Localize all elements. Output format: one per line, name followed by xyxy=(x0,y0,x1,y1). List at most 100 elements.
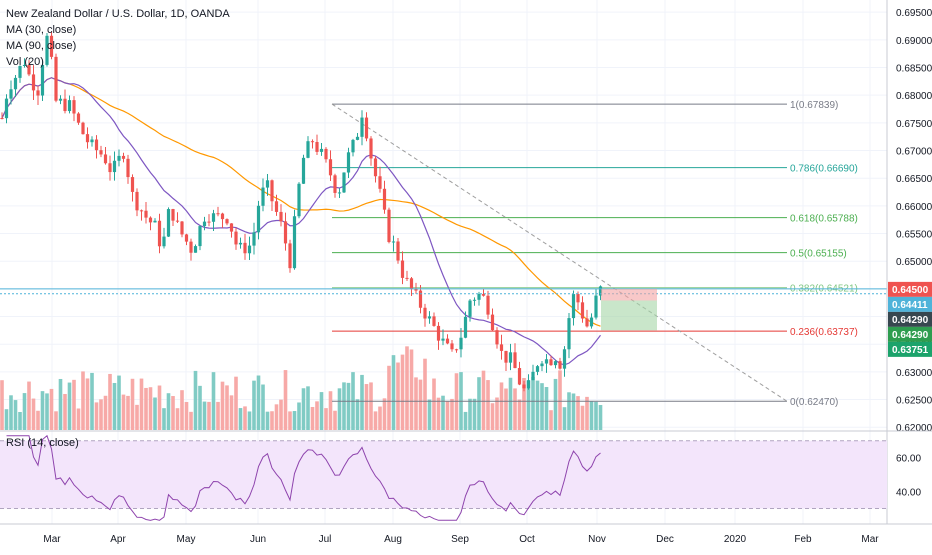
volume-bar xyxy=(589,401,594,430)
volume-bar xyxy=(373,411,378,430)
candle-body xyxy=(310,141,315,143)
candle-body xyxy=(45,35,49,65)
candle-body xyxy=(225,219,229,224)
candle-body xyxy=(198,226,202,247)
time-tick-label: Mar xyxy=(43,534,61,545)
volume-bar xyxy=(126,395,130,430)
candle-body xyxy=(31,74,36,91)
volume-bar xyxy=(270,411,274,430)
price-tick-label: 0.66000 xyxy=(896,202,932,213)
candle-body xyxy=(229,223,234,232)
volume-bar xyxy=(517,399,522,430)
candle-body xyxy=(130,177,135,192)
volume-bar xyxy=(382,398,387,430)
volume-bar xyxy=(378,406,382,430)
candle-body xyxy=(40,64,45,96)
candle-body xyxy=(351,139,355,153)
candle-body xyxy=(279,211,283,222)
candle-body xyxy=(220,213,225,220)
candle-body xyxy=(450,343,454,350)
volume-bar xyxy=(229,395,234,430)
candle-body xyxy=(576,294,580,303)
ma30-legend[interactable]: MA (30, close) xyxy=(6,24,77,36)
candle-body xyxy=(589,317,594,327)
chart-title: New Zealand Dollar / U.S. Dollar, 1D, OA… xyxy=(6,8,230,20)
ma30-line xyxy=(1,77,601,366)
candle-body xyxy=(234,231,238,245)
candle-body xyxy=(441,338,445,341)
candle-body xyxy=(387,209,391,243)
candle-body xyxy=(333,175,337,193)
volume-bar xyxy=(45,393,49,430)
stop-zone xyxy=(601,288,657,301)
candle-body xyxy=(328,159,333,176)
time-tick-label: Jul xyxy=(319,534,332,545)
candle-body xyxy=(13,77,18,90)
volume-bar xyxy=(4,409,9,430)
ma90-legend[interactable]: MA (90, close) xyxy=(6,40,77,52)
time-tick-label: Feb xyxy=(794,534,812,545)
price-tag xyxy=(888,311,932,327)
candle-body xyxy=(157,220,162,247)
time-tick-label: Nov xyxy=(588,534,606,545)
candle-body xyxy=(175,220,180,222)
candle-body xyxy=(162,236,166,247)
volume-bar xyxy=(346,382,351,430)
price-tag-label: 0.64411 xyxy=(892,300,928,311)
price-tag xyxy=(888,341,932,357)
candle-body xyxy=(414,288,418,291)
candle-body xyxy=(315,142,319,152)
candle-body xyxy=(580,302,585,319)
price-tag-label: 0.64290 xyxy=(892,315,929,326)
candle-body xyxy=(135,191,139,211)
candle-body xyxy=(468,300,472,317)
candle-body xyxy=(112,160,117,173)
volume-bar xyxy=(306,386,310,430)
price-tick-label: 0.65500 xyxy=(896,230,932,241)
candle-body xyxy=(85,134,90,143)
volume-bar xyxy=(211,372,216,430)
candles xyxy=(0,31,603,392)
volume-bar xyxy=(598,405,603,430)
target-zone xyxy=(601,300,657,331)
volume-bar xyxy=(414,377,418,430)
time-tick-label: Oct xyxy=(519,534,535,545)
candle-body xyxy=(598,286,603,296)
volume-legend[interactable]: Vol (20) xyxy=(6,56,44,68)
volume-bar xyxy=(166,393,171,430)
price-tick-label: 0.69500 xyxy=(896,8,932,19)
candle-body xyxy=(108,163,112,173)
candle-body xyxy=(499,344,504,351)
volume-bar xyxy=(544,387,549,430)
price-tick-label: 0.69000 xyxy=(896,36,932,47)
volume-bar xyxy=(553,378,558,430)
price-tick-label: 0.68500 xyxy=(896,64,932,75)
price-tick-label: 0.67000 xyxy=(896,147,932,158)
candle-body xyxy=(585,318,589,327)
candle-body xyxy=(256,205,261,233)
volume-bar xyxy=(283,370,288,430)
candle-body xyxy=(549,359,553,366)
moving-averages xyxy=(1,77,601,366)
volume-bar xyxy=(513,388,517,430)
rsi-legend[interactable]: RSI (14, close) xyxy=(6,437,79,449)
price-tag-label: 0.63751 xyxy=(892,345,929,356)
volume-bar xyxy=(90,372,94,430)
volume-bar xyxy=(202,401,207,430)
volume-bar xyxy=(144,387,148,430)
candle-body xyxy=(436,325,441,341)
volume-bar xyxy=(76,408,81,430)
volume-bar xyxy=(180,390,184,430)
volume-bar xyxy=(117,375,121,430)
candle-body xyxy=(126,158,130,178)
volume-bar xyxy=(310,406,315,430)
volume-bar xyxy=(72,379,76,430)
volume-bar xyxy=(157,385,162,430)
candle-body xyxy=(81,122,85,135)
volume-bar xyxy=(387,365,391,430)
price-tag xyxy=(888,281,932,297)
volume-bar xyxy=(274,404,279,430)
fib-level-label: 0.5(0.65155) xyxy=(790,249,847,260)
price-axis: 0.69500 0.69000 0.68500 0.68000 0.67500 0.670… xyxy=(0,0,932,525)
